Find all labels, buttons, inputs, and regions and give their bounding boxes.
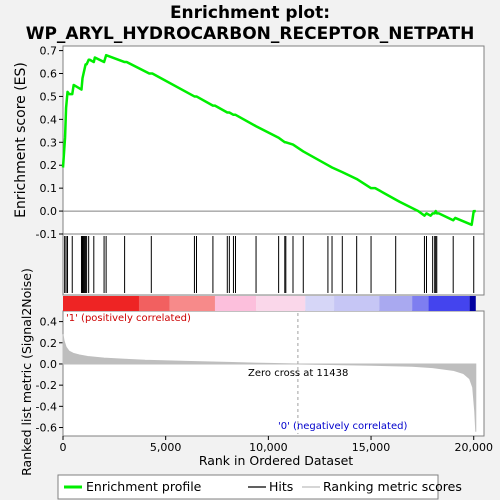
- gradient-segment: [412, 296, 429, 311]
- legend-hits-label: Hits: [269, 479, 293, 494]
- metric-y-tick-label: 0.4: [40, 316, 58, 329]
- hits-panel-bg: [62, 233, 485, 296]
- gradient-segment: [469, 296, 476, 311]
- gradient-segment: [138, 296, 170, 311]
- metric-panel-bg: [62, 310, 485, 437]
- legend-metric-label: Ranking metric scores: [323, 479, 462, 494]
- gradient-segment: [214, 296, 257, 311]
- chart-title-line1: Enrichment plot:: [170, 3, 330, 23]
- gradient-segment: [256, 296, 306, 311]
- metric-area: [62, 334, 477, 432]
- es-panel-bg: [62, 45, 485, 235]
- gradient-segment: [334, 296, 380, 311]
- es-y-tick-label: 0.3: [40, 136, 58, 149]
- es-y-tick-label: 0.6: [40, 68, 58, 81]
- x-tick-label: 10,000: [249, 441, 288, 454]
- chart-title-line2: WP_ARYL_HYDROCARBON_RECEPTOR_NETPATH: [26, 24, 475, 44]
- es-y-tick-label: 0.1: [40, 182, 58, 195]
- negative-correlation-label: '0' (negatively correlated): [278, 421, 407, 432]
- x-tick-label: 5,000: [150, 441, 182, 454]
- metric-y-tick-label: -0.2: [36, 379, 57, 392]
- metric-y-tick-label: -0.6: [36, 422, 57, 435]
- x-tick-label: 0: [60, 441, 67, 454]
- x-axis-label: Rank in Ordered Dataset: [199, 453, 353, 468]
- legend-es-label: Enrichment profile: [86, 479, 202, 494]
- metric-y-ticks: -0.6 -0.4 -0.2 0.0 0.2 0.4: [36, 316, 63, 435]
- gradient-segment: [428, 296, 470, 311]
- metric-area-group: [62, 334, 477, 432]
- metric-y-axis-label: Ranked list metric (Signal2Noise): [19, 268, 34, 476]
- es-y-axis-label: Enrichment score (ES): [13, 62, 29, 218]
- legend-box: [57, 474, 439, 500]
- gradient-segment: [169, 296, 215, 311]
- es-line: [61, 53, 476, 227]
- es-y-ticks: -0.1 0.0 0.1 0.2 0.3 0.4 0.5 0.6 0.7: [36, 45, 63, 241]
- es-y-tick-label: 0.7: [40, 45, 58, 58]
- hit-marks: [64, 236, 475, 293]
- es-y-tick-label: 0.4: [40, 113, 58, 126]
- positive-correlation-label: '1' (positively correlated): [66, 313, 191, 324]
- gradient-segment: [305, 296, 335, 311]
- metric-y-tick-label: 0.2: [40, 337, 58, 350]
- x-axis-ticks: 0 5,000 10,000 15,000 20,000: [60, 436, 493, 454]
- x-tick-label: 20,000: [454, 441, 493, 454]
- metric-y-tick-label: -0.4: [36, 400, 57, 413]
- es-y-tick-label: 0.2: [40, 159, 58, 172]
- gradient-segment: [379, 296, 413, 311]
- zero-cross-label: Zero cross at 11438: [248, 368, 348, 379]
- metric-y-tick-label: 0.0: [40, 358, 58, 371]
- es-y-tick-label: 0.0: [40, 205, 58, 218]
- es-line-group: [61, 53, 476, 227]
- es-y-tick-label: 0.5: [40, 90, 58, 103]
- rank-gradient-bar: [63, 296, 476, 311]
- gradient-segment: [63, 296, 139, 311]
- es-y-tick-label: -0.1: [36, 228, 57, 241]
- x-tick-label: 15,000: [352, 441, 391, 454]
